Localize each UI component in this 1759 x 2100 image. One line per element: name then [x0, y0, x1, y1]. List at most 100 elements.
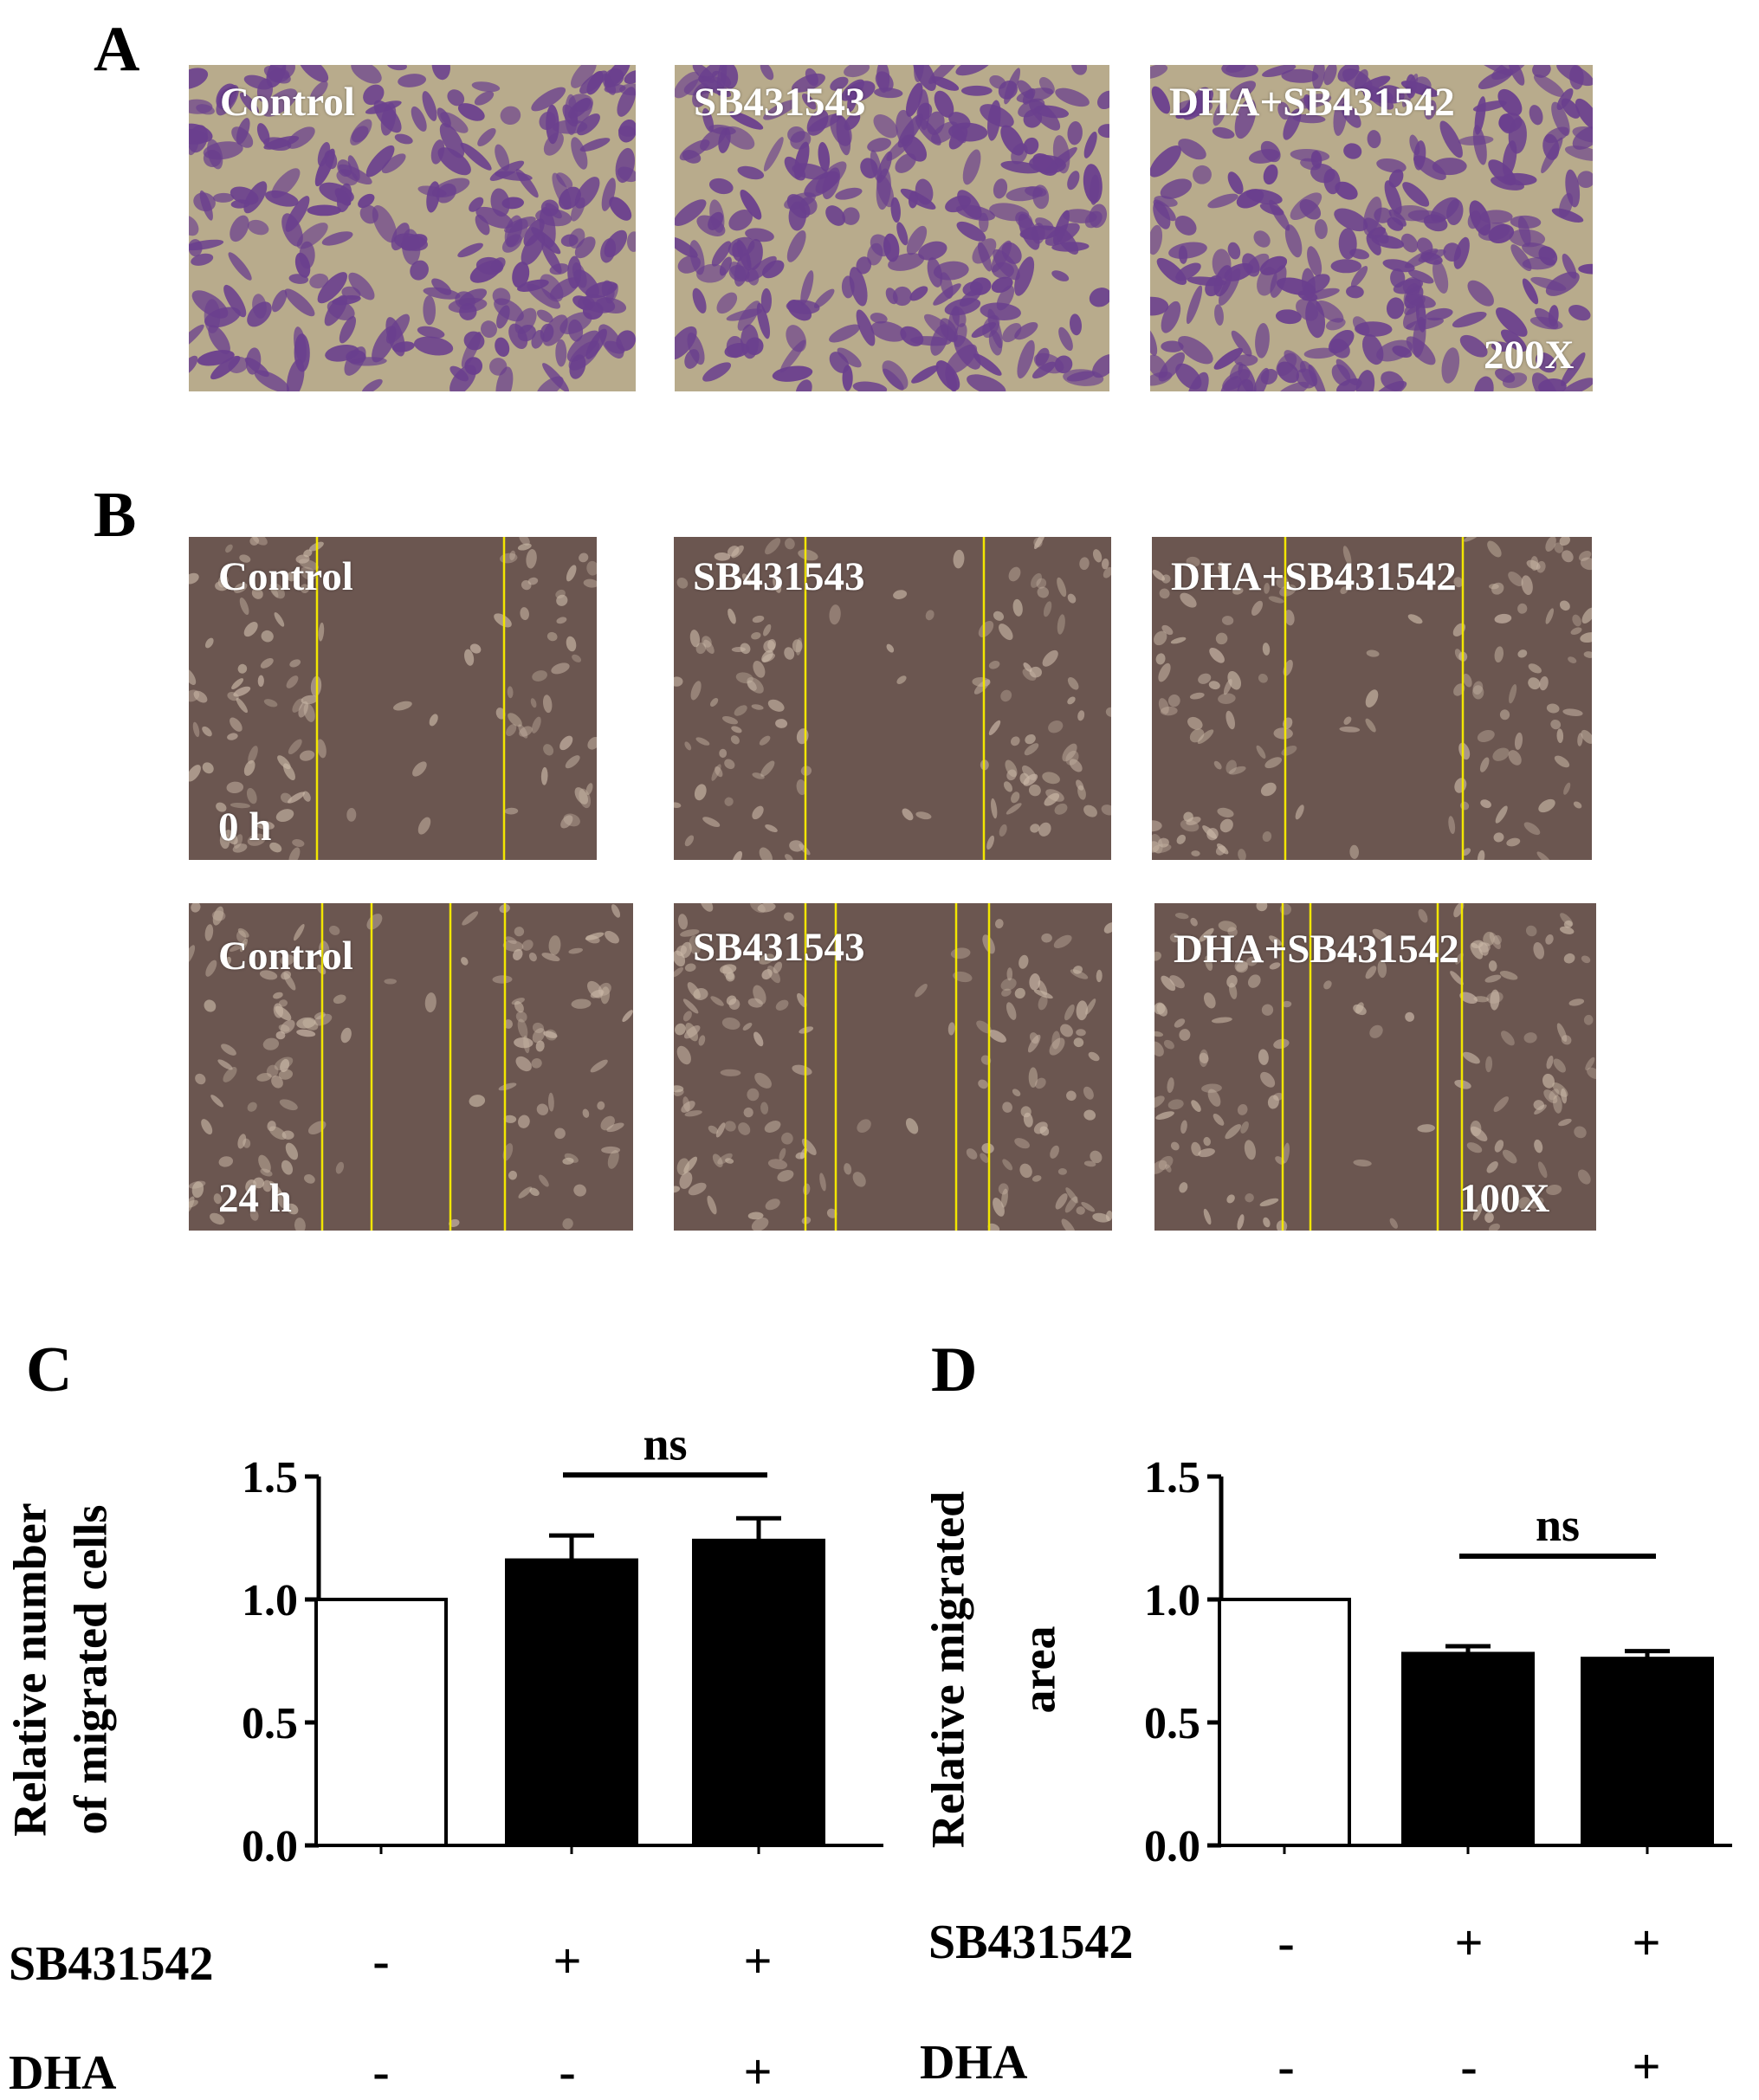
cell	[1548, 305, 1559, 327]
cell	[189, 215, 199, 236]
cell	[1031, 1175, 1042, 1182]
cell	[1044, 792, 1060, 806]
cell	[711, 241, 732, 267]
cell	[1365, 689, 1379, 708]
condition-sign: -	[1277, 2039, 1295, 2095]
cell	[536, 1103, 549, 1115]
cell	[1258, 1049, 1269, 1065]
cell	[993, 178, 1008, 199]
cell	[1150, 65, 1168, 79]
cell	[229, 941, 247, 952]
cell	[678, 914, 688, 930]
cell	[1494, 1140, 1504, 1153]
cell	[1495, 368, 1516, 383]
cell	[542, 695, 553, 714]
cell	[531, 716, 541, 733]
cell	[694, 784, 707, 801]
cell	[797, 992, 807, 1008]
cell	[844, 113, 861, 131]
cell	[720, 1069, 741, 1076]
cell	[760, 1102, 769, 1115]
cell	[1270, 265, 1287, 298]
cell	[475, 256, 504, 275]
cell	[1328, 329, 1355, 354]
cell	[583, 578, 597, 588]
y-tick-label: 0.5	[1144, 1699, 1200, 1748]
cell	[1533, 74, 1565, 97]
cell	[1155, 653, 1166, 665]
cell	[716, 292, 738, 314]
cell	[685, 1023, 699, 1042]
cell	[189, 99, 213, 114]
cell	[1282, 1000, 1292, 1008]
significance-label: ns	[643, 1418, 687, 1470]
cell	[1218, 693, 1236, 704]
cell	[559, 735, 573, 751]
cell	[962, 281, 983, 296]
cell	[1578, 551, 1592, 561]
cell	[993, 611, 1005, 621]
cell	[1343, 716, 1352, 725]
cell	[1267, 1095, 1279, 1109]
cell	[1269, 935, 1283, 946]
cell	[1155, 1111, 1174, 1120]
cell	[247, 1102, 257, 1112]
cell	[1574, 1126, 1587, 1139]
cell	[790, 131, 812, 150]
cell	[1158, 662, 1171, 682]
cell	[837, 347, 862, 368]
cell	[573, 269, 600, 298]
cell	[1092, 549, 1103, 563]
cell	[1050, 1145, 1059, 1159]
cell	[1472, 681, 1484, 695]
cell	[1057, 577, 1067, 598]
chart-d-svg: 0.0 0.5 1.0 1.5 Relative migrated area ns	[922, 1453, 1732, 1871]
cell	[579, 788, 592, 809]
cell	[189, 68, 209, 90]
cell	[562, 104, 579, 127]
cell	[1179, 1029, 1191, 1041]
cell	[278, 1069, 294, 1080]
cell	[1231, 330, 1252, 357]
cell	[541, 953, 560, 962]
cell	[1000, 978, 1017, 991]
cell	[1277, 101, 1290, 120]
cell	[1556, 65, 1593, 87]
cell	[462, 911, 479, 926]
cell	[760, 760, 775, 777]
cell	[1070, 313, 1082, 336]
cell	[1553, 1058, 1566, 1073]
cell	[579, 552, 589, 563]
cell	[753, 660, 766, 678]
cell	[1477, 850, 1485, 860]
cell	[867, 242, 883, 266]
cell	[779, 1147, 786, 1160]
cell	[1175, 363, 1202, 390]
cell	[273, 992, 283, 999]
cell	[611, 904, 621, 918]
panel-b-letter: B	[94, 480, 137, 551]
cell	[1264, 583, 1271, 594]
cell	[1290, 192, 1322, 221]
cell	[1495, 805, 1508, 824]
cell	[1169, 975, 1185, 989]
cell	[924, 313, 958, 342]
cell	[1543, 1089, 1558, 1104]
cell	[979, 212, 989, 233]
cell	[1058, 326, 1073, 352]
cell	[365, 145, 395, 178]
cell	[1261, 1004, 1274, 1016]
cell	[1491, 341, 1511, 352]
cell	[263, 699, 278, 708]
cell	[1083, 804, 1097, 817]
cell	[1262, 830, 1272, 843]
cell	[552, 172, 572, 210]
cell	[225, 544, 233, 553]
cell	[753, 985, 766, 1005]
cell	[991, 240, 1012, 273]
cell	[690, 681, 702, 701]
cell	[1049, 1037, 1065, 1056]
cell	[1063, 209, 1097, 223]
cell	[1473, 996, 1490, 1003]
cell	[1493, 1096, 1509, 1113]
